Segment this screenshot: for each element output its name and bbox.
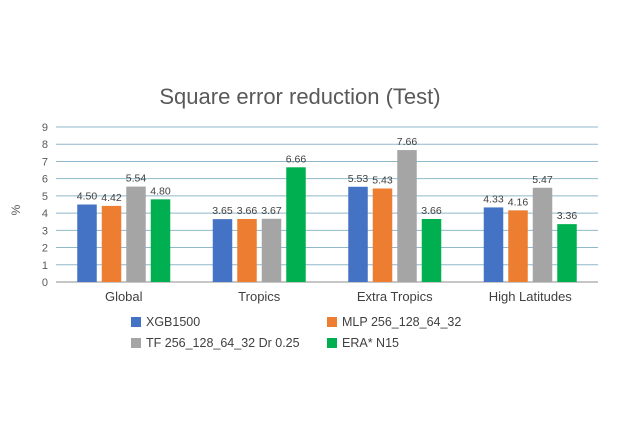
legend-label: MLP 256_128_64_32 — [342, 315, 461, 329]
bar — [286, 167, 306, 282]
legend-swatch — [131, 317, 141, 327]
y-tick-label: 4 — [42, 208, 48, 220]
x-axis-categories: Global Tropics Extra Tropics High Latitudes — [105, 289, 572, 304]
data-label: 5.47 — [532, 174, 553, 186]
data-label: 4.16 — [508, 196, 529, 208]
data-label: 5.43 — [372, 174, 393, 186]
legend-swatch — [327, 317, 337, 327]
data-label: 3.66 — [421, 205, 442, 217]
x-category-label: Tropics — [238, 289, 281, 304]
legend-swatch — [131, 338, 141, 348]
chart-title: Square error reduction (Test) — [159, 84, 440, 109]
gridlines — [56, 126, 598, 283]
y-tick-label: 6 — [42, 174, 48, 186]
bars — [77, 150, 577, 282]
bar — [557, 224, 577, 282]
y-axis-ticks: 0 1 2 3 4 5 6 7 8 9 — [42, 122, 48, 289]
data-label: 3.67 — [261, 205, 282, 217]
y-tick-label: 9 — [42, 122, 48, 134]
x-category-label: Global — [105, 289, 143, 304]
bar — [532, 187, 553, 282]
x-category-label: Extra Tropics — [357, 289, 433, 304]
data-label: 5.53 — [348, 173, 369, 185]
bar — [421, 218, 442, 282]
data-label: 3.65 — [212, 205, 233, 217]
bar — [212, 219, 233, 282]
data-label: 5.54 — [126, 173, 147, 185]
y-tick-label: 1 — [42, 260, 48, 272]
bar — [348, 186, 368, 282]
legend-swatch — [327, 338, 337, 348]
bar — [261, 218, 282, 282]
y-tick-label: 3 — [42, 225, 48, 237]
y-tick-label: 7 — [42, 156, 48, 168]
data-label: 3.66 — [237, 205, 258, 217]
bar — [483, 207, 504, 282]
bar — [126, 186, 146, 282]
x-category-label: High Latitudes — [489, 289, 573, 304]
data-label: 4.80 — [150, 185, 171, 197]
y-tick-label: 0 — [42, 277, 48, 289]
bar — [508, 210, 528, 282]
legend-label: ERA* N15 — [342, 336, 399, 350]
bar — [397, 150, 417, 282]
data-label: 3.36 — [557, 210, 578, 222]
legend-label: XGB1500 — [146, 315, 200, 329]
legend-label: TF 256_128_64_32 Dr 0.25 — [146, 336, 300, 350]
y-tick-label: 5 — [42, 191, 48, 203]
y-tick-label: 8 — [42, 139, 48, 151]
bar — [77, 204, 97, 282]
y-axis-label: % — [9, 204, 23, 215]
data-label: 4.50 — [77, 191, 98, 203]
data-label: 4.42 — [101, 192, 122, 204]
bar — [150, 199, 171, 282]
legend: XGB1500 MLP 256_128_64_32 TF 256_128_64_32… — [131, 315, 461, 350]
data-labels: 4.50 4.425.544.803.65 3.66 3.676.665.53 5.43… — [77, 136, 578, 222]
bar — [372, 188, 393, 282]
data-label: 6.66 — [286, 153, 307, 165]
data-label: 4.33 — [483, 193, 504, 205]
y-tick-label: 2 — [42, 243, 48, 255]
bar — [101, 205, 122, 282]
bar — [237, 218, 257, 282]
data-label: 7.66 — [397, 136, 418, 148]
